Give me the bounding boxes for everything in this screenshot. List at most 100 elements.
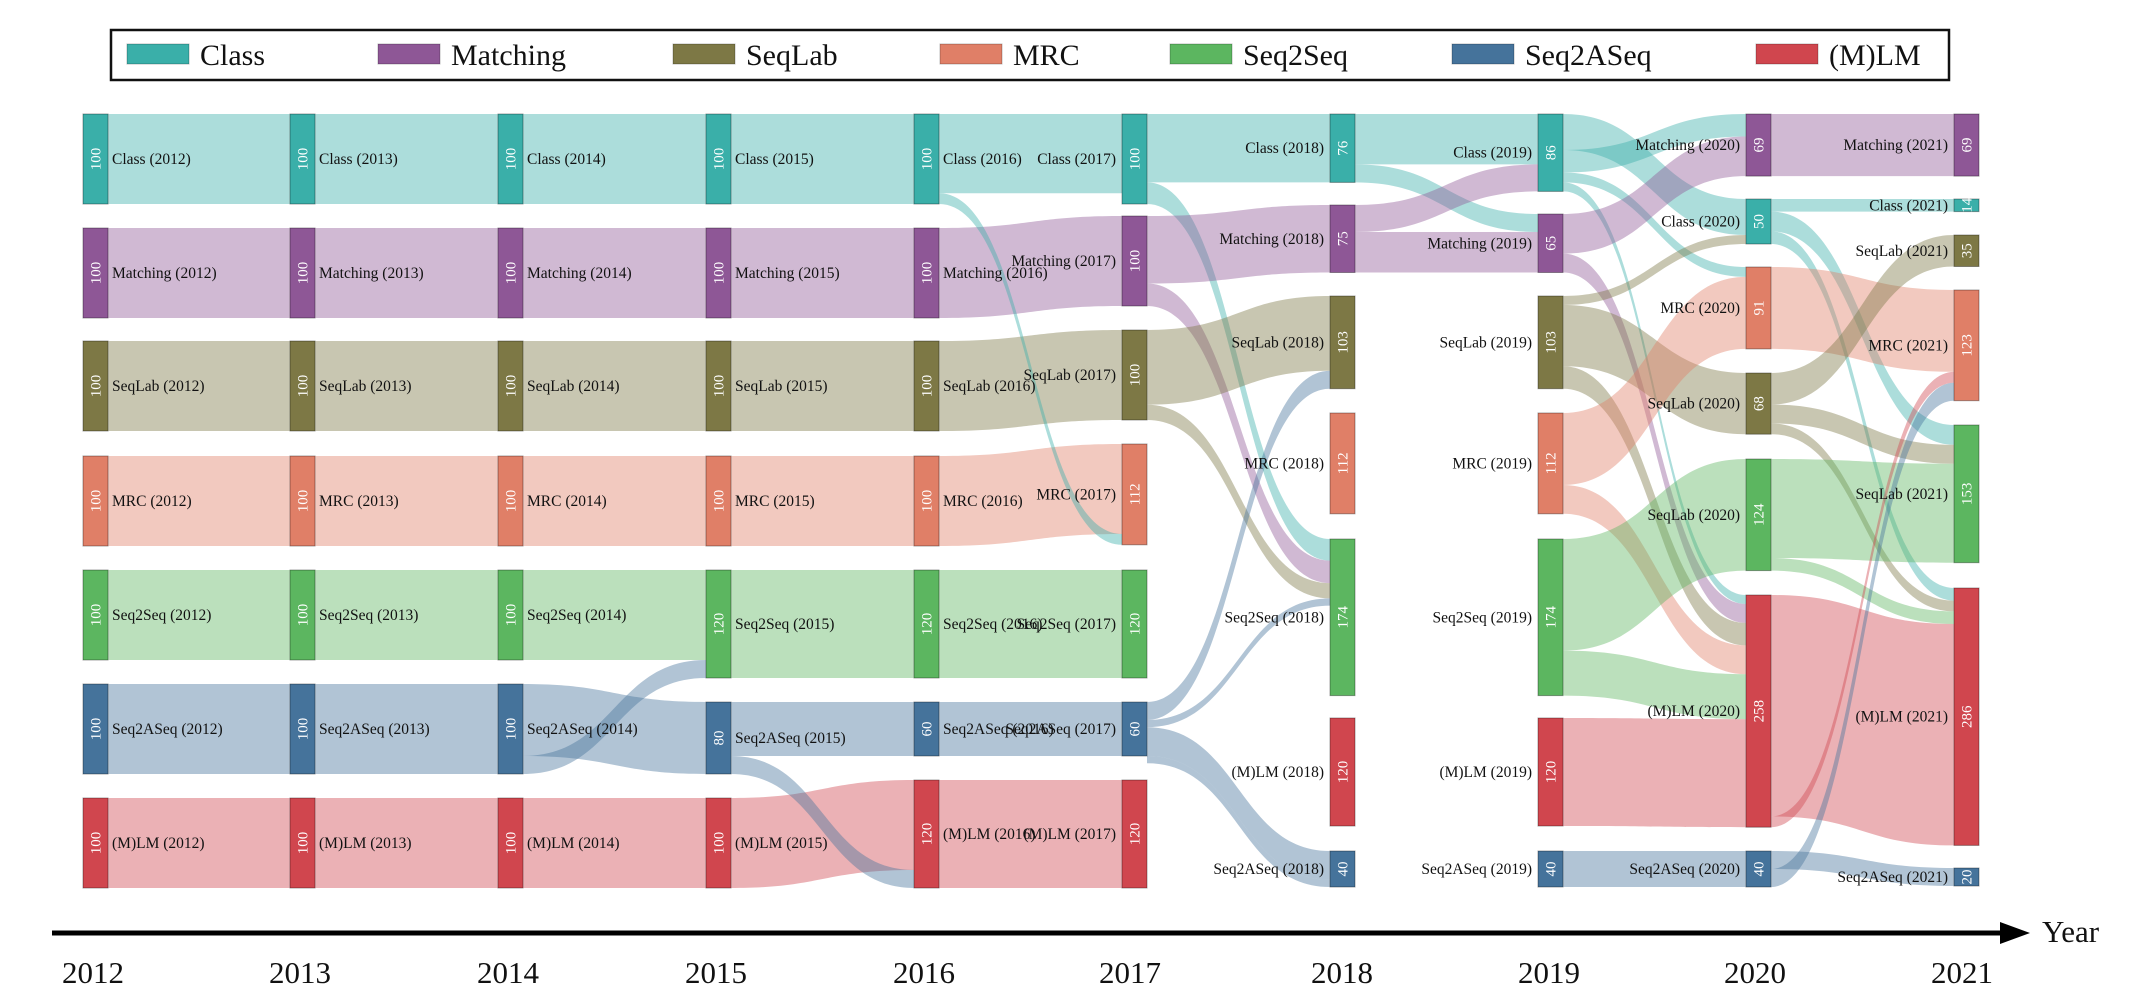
node-label-matching-2012: Matching (2012) — [112, 265, 217, 282]
node-value-matching-2021: 69 — [1960, 138, 1976, 153]
node-label-seq2aseq-2017: Seq2ASeq (2017) — [1005, 721, 1116, 738]
flow-seq2aseq-2015-to-m-lm-2016 — [731, 756, 914, 888]
node-value-seq2aseq-2020: 40 — [1752, 862, 1768, 877]
node-value-seq2seq-2020: 124 — [1752, 503, 1768, 526]
node-class-2018 — [1329, 113, 1356, 183]
node-label-mrc-2015: MRC (2015) — [735, 493, 815, 510]
node-label-m-lm-2016: (M)LM (2016) — [943, 826, 1036, 843]
node-label-m-lm-2015: (M)LM (2015) — [735, 835, 828, 852]
node-class-2013 — [289, 113, 316, 205]
node-value-m-lm-2018: 120 — [1336, 761, 1352, 784]
node-class-2020 — [1745, 198, 1772, 245]
node-label-m-lm-2013: (M)LM (2013) — [319, 835, 412, 852]
node-value-seq2aseq-2015: 80 — [712, 731, 728, 746]
node-mrc-2016 — [913, 455, 940, 547]
flow-seq2seq-2012-to-seq2seq-2013 — [108, 570, 290, 660]
node-label-class-2018: Class (2018) — [1245, 140, 1324, 157]
node-label-mrc-2018: MRC (2018) — [1244, 455, 1324, 472]
node-label-seq2seq-2020: SeqLab (2020) — [1647, 507, 1740, 524]
node-value-class-2021: 14 — [1960, 197, 1976, 213]
node-value-mrc-2014: 100 — [504, 490, 520, 513]
flow-matching-2015-to-matching-2016 — [731, 228, 914, 318]
node-label-seq2aseq-2015: Seq2ASeq (2015) — [735, 730, 846, 747]
node-label-mrc-2021: MRC (2021) — [1868, 337, 1948, 354]
flow-matching-2017-to-seq2seq-2018 — [1147, 283, 1330, 584]
node-mrc-2018 — [1329, 412, 1356, 515]
node-label-matching-2018: Matching (2018) — [1219, 231, 1324, 248]
flow-seq2aseq-2017-to-seq2aseq-2018 — [1147, 727, 1330, 880]
node-value-mrc-2016: 100 — [920, 490, 936, 513]
year-tick-2021: 2021 — [1931, 955, 1993, 988]
flow-mrc-2013-to-mrc-2014 — [315, 456, 498, 546]
legend-swatch-seq2aseq — [1451, 43, 1515, 65]
node-value-matching-2019: 65 — [1544, 236, 1560, 251]
node-value-seq2seq-2015: 120 — [712, 613, 728, 636]
node-value-matching-2018: 75 — [1336, 231, 1352, 246]
node-label-seqlab-2019: SeqLab (2019) — [1439, 334, 1532, 351]
node-label-seq2aseq-2013: Seq2ASeq (2013) — [319, 721, 430, 738]
node-label-m-lm-2019: (M)LM (2019) — [1439, 764, 1532, 781]
flow-seq2aseq-2017-to-seqlab-2018 — [1147, 370, 1330, 720]
flow-seqlab-2016-to-seqlab-2017 — [939, 330, 1122, 431]
flow-seqlab-2015-to-seqlab-2016 — [731, 341, 914, 431]
flow-seq2aseq-2014-to-seq2seq-2015 — [523, 660, 706, 774]
flow-matching-2020-to-matching-2021 — [1771, 114, 1954, 177]
node-matching-2016 — [913, 227, 940, 319]
flow-m-lm-2013-to-m-lm-2014 — [315, 798, 498, 888]
node-value-seq2aseq-2017: 60 — [1128, 722, 1144, 737]
node-label-seq2seq-2017: Seq2Seq (2017) — [1017, 616, 1116, 633]
node-seqlab-2016 — [913, 340, 940, 432]
node-mrc-2021 — [1953, 289, 1980, 402]
time-axis-arrow — [2000, 922, 2030, 944]
node-seq2seq-2016 — [913, 569, 940, 679]
node-seq2aseq-2019 — [1537, 850, 1564, 888]
node-value-seq2aseq-2018: 40 — [1336, 862, 1352, 877]
flow-mrc-2016-to-mrc-2017 — [939, 444, 1122, 546]
node-label-mrc-2016: MRC (2016) — [943, 493, 1023, 510]
node-value-m-lm-2012: 100 — [89, 832, 105, 855]
flow-mrc-2012-to-mrc-2013 — [108, 456, 290, 546]
node-mrc-2012 — [82, 455, 109, 547]
year-tick-2016: 2016 — [893, 955, 955, 988]
year-tick-2019: 2019 — [1518, 955, 1580, 988]
flow-matching-2018-to-class-2019 — [1355, 164, 1538, 232]
node-label-class-2019: Class (2019) — [1453, 145, 1532, 162]
node-seqlab-2015 — [705, 340, 732, 432]
node-value-seqlab-2016: 100 — [920, 375, 936, 398]
node-value-seq2aseq-2014: 100 — [504, 718, 520, 741]
flow-matching-2012-to-matching-2013 — [108, 228, 290, 318]
flow-mrc-2015-to-mrc-2016 — [731, 456, 914, 546]
node-seq2aseq-2014 — [497, 683, 524, 775]
legend-label-seqlab: SeqLab — [746, 39, 838, 72]
flow-m-lm-2016-to-m-lm-2017 — [939, 780, 1122, 888]
node-label-seqlab-2020: SeqLab (2020) — [1647, 396, 1740, 413]
node-matching-2012 — [82, 227, 109, 319]
node-class-2019 — [1537, 113, 1564, 192]
node-label-class-2015: Class (2015) — [735, 151, 814, 168]
flow-class-2015-to-class-2016 — [731, 114, 914, 204]
flow-class-2020-to-m-lm-2021 — [1771, 231, 1954, 601]
node-class-2017 — [1121, 113, 1148, 205]
node-value-mrc-2015: 100 — [712, 490, 728, 513]
node-value-class-2020: 50 — [1752, 214, 1768, 229]
node-mrc-2019 — [1537, 412, 1564, 515]
node-m-lm-2013 — [289, 797, 316, 889]
flow-class-2016-to-mrc-2017 — [939, 193, 1122, 545]
flow-seqlab-2020-to-seqlab-2021 — [1771, 235, 1954, 405]
flow-seq2aseq-2012-to-seq2aseq-2013 — [108, 684, 290, 774]
flow-seq2seq-2020-to-m-lm-2021 — [1771, 558, 1954, 624]
node-label-seq2aseq-2018: Seq2ASeq (2018) — [1213, 861, 1324, 878]
flow-seqlab-2017-to-seq2seq-2018 — [1147, 404, 1330, 599]
node-label-matching-2019: Matching (2019) — [1427, 235, 1532, 252]
node-value-seq2seq-2021: 153 — [1960, 483, 1976, 506]
node-m-lm-2020 — [1745, 594, 1772, 828]
node-label-seq2seq-2016: Seq2Seq (2016) — [943, 616, 1042, 633]
node-mrc-2014 — [497, 455, 524, 547]
node-value-seq2aseq-2016: 60 — [920, 722, 936, 737]
node-label-seq2seq-2019: Seq2Seq (2019) — [1433, 609, 1532, 626]
node-label-class-2017: Class (2017) — [1037, 151, 1116, 168]
node-label-m-lm-2018: (M)LM (2018) — [1231, 764, 1324, 781]
node-value-seqlab-2014: 100 — [504, 375, 520, 398]
node-label-mrc-2012: MRC (2012) — [112, 493, 192, 510]
flow-class-2019-to-matching-2020 — [1563, 114, 1746, 173]
